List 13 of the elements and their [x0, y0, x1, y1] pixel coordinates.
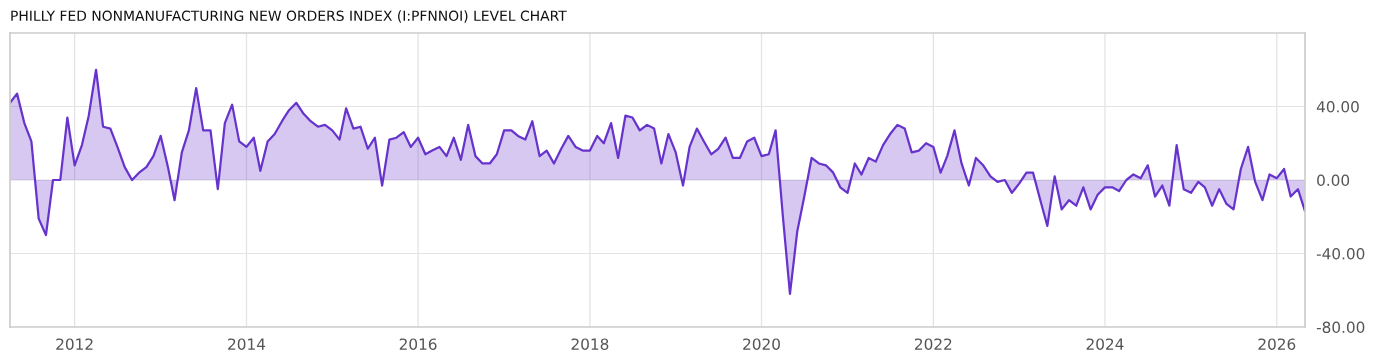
- x-tick-label: 2018: [571, 338, 609, 350]
- x-tick-label: 2012: [56, 338, 93, 350]
- y-tick-label: -40.00: [1316, 247, 1365, 260]
- y-tick-label: 0.00: [1317, 174, 1350, 187]
- y-tick-label: 40.00: [1316, 100, 1359, 113]
- x-tick-label: 2024: [1086, 338, 1124, 350]
- chart-title: PHILLY FED NONMANUFACTURING NEW ORDERS INDEX (I:PFNNOI) LEVEL CHART: [11, 10, 567, 23]
- x-tick-label: 2014: [228, 338, 266, 350]
- y-tick-label: -80.00: [1316, 321, 1365, 334]
- x-tick-label: 2020: [743, 338, 780, 350]
- x-tick-label: 2022: [915, 338, 952, 350]
- x-tick-label: 2026: [1258, 338, 1296, 350]
- x-tick-label: 2016: [399, 338, 437, 350]
